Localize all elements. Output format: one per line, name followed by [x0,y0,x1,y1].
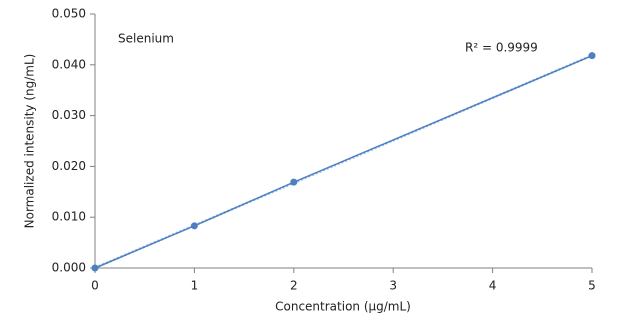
point [190,222,198,230]
y-tick-label: 0.020 [52,159,86,173]
x-tick-label: 3 [389,279,397,293]
y-tick-label: 0.000 [52,261,86,275]
y-tick-label: 0.010 [52,210,86,224]
x-axis-title: Concentration (μg/mL) [275,300,411,314]
series-line [94,54,593,269]
x-tick-label: 4 [489,279,497,293]
x-tick-label: 2 [290,279,298,293]
y-tick-label: 0.050 [52,7,86,21]
series-label: Selenium [118,32,174,46]
y-axis-title: Normalized intensity (ng/mL) [23,54,37,229]
r-squared: R² = 0.9999 [465,41,538,55]
y-tick-label: 0.040 [52,57,86,71]
x-tick-label: 0 [91,279,99,293]
point [91,264,99,272]
point [588,52,596,60]
point [290,178,298,186]
x-tick-label: 5 [588,279,596,293]
x-tick-label: 1 [191,279,199,293]
y-tick-label: 0.030 [52,108,86,122]
